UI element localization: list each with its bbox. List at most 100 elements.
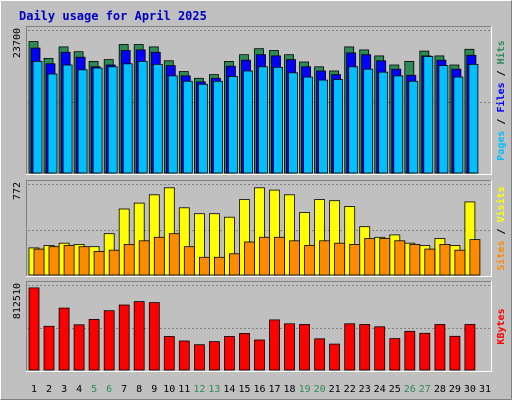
bar-kbytes-day-19 (299, 324, 311, 371)
day-label-19: 19 (299, 384, 311, 395)
bar-pages-day-27 (423, 56, 434, 174)
bar-kbytes-day-22 (344, 323, 356, 371)
day-label-22: 22 (344, 384, 356, 395)
bar-pages-day-3 (62, 64, 73, 174)
day-label-16: 16 (253, 384, 265, 395)
panel-3-ytick-label: 812510 (12, 283, 23, 319)
day-label-24: 24 (374, 384, 386, 395)
panel-3: 812510 KBytes (12, 281, 507, 372)
bar-pages-day-23 (363, 68, 374, 174)
day-label-8: 8 (136, 384, 142, 395)
bar-kbytes-day-20 (314, 338, 326, 371)
day-label-23: 23 (359, 384, 371, 395)
day-label-25: 25 (389, 384, 401, 395)
day-label-1: 1 (31, 384, 37, 395)
bar-sites-day-10 (168, 233, 180, 276)
bar-sites-day-4 (78, 246, 90, 276)
bar-sites-day-23 (364, 238, 376, 276)
bar-pages-day-19 (303, 76, 314, 174)
panel-1: 23700 Pages / Files / Hits (12, 26, 507, 175)
bar-pages-day-16 (258, 66, 268, 174)
legend-part-visits: Visits (495, 186, 507, 222)
bar-pages-day-30 (468, 64, 479, 174)
bar-pages-day-18 (288, 72, 298, 174)
bar-sites-day-25 (394, 240, 406, 276)
day-label-29: 29 (449, 384, 461, 395)
bar-pages-day-14 (227, 76, 238, 174)
bar-pages-day-28 (438, 65, 449, 174)
bar-pages-day-10 (167, 75, 178, 174)
bar-sites-day-7 (123, 243, 135, 276)
day-label-10: 10 (163, 384, 175, 395)
bar-pages-day-12 (197, 83, 208, 174)
bar-sites-day-24 (379, 238, 391, 276)
day-label-4: 4 (76, 384, 82, 395)
bar-sites-day-6 (108, 249, 120, 276)
bar-sites-day-21 (334, 242, 346, 276)
bar-kbytes-day-6 (103, 310, 115, 371)
bar-kbytes-day-25 (389, 338, 401, 371)
chart-panels: 23700 Pages / Files / Hits 772 Sites / Visi… (12, 26, 507, 372)
bar-kbytes-day-15 (239, 332, 250, 371)
bar-pages-day-9 (152, 64, 163, 174)
bar-kbytes-day-14 (223, 336, 235, 371)
day-label-26: 26 (404, 384, 416, 395)
day-label-9: 9 (151, 384, 157, 395)
day-label-11: 11 (178, 384, 190, 395)
legend-part-sites: Sites (495, 241, 507, 271)
bar-pages-day-2 (47, 73, 58, 174)
bar-pages-day-1 (32, 61, 43, 174)
bar-sites-day-13 (213, 256, 225, 276)
bar-kbytes-day-11 (178, 340, 190, 371)
bar-pages-day-25 (393, 75, 404, 174)
bar-kbytes-day-13 (208, 341, 220, 371)
day-label-27: 27 (419, 384, 431, 395)
bar-pages-day-7 (122, 63, 133, 174)
bar-kbytes-day-10 (163, 336, 175, 371)
bar-sites-day-9 (153, 236, 165, 276)
bar-pages-day-5 (92, 67, 103, 174)
day-label-20: 20 (314, 384, 326, 395)
day-label-6: 6 (106, 384, 112, 395)
bar-pages-day-13 (212, 80, 223, 174)
panel-2-ytick-label: 772 (12, 182, 23, 200)
bar-kbytes-day-2 (43, 325, 55, 371)
bar-sites-day-2 (48, 246, 60, 276)
bar-pages-day-26 (408, 80, 419, 174)
bar-pages-day-22 (348, 66, 359, 174)
bar-sites-day-19 (304, 245, 316, 276)
day-label-18: 18 (283, 384, 295, 395)
bar-kbytes-day-1 (28, 287, 40, 371)
bar-kbytes-day-8 (133, 301, 145, 371)
bar-kbytes-day-23 (359, 324, 371, 371)
bar-kbytes-day-17 (269, 319, 280, 371)
bar-sites-day-28 (439, 243, 451, 276)
bar-pages-day-20 (318, 79, 329, 174)
legend-part-files: Files (495, 82, 507, 112)
day-label-21: 21 (329, 384, 341, 395)
bar-kbytes-day-16 (254, 339, 265, 371)
bar-kbytes-day-4 (73, 324, 85, 371)
bar-sites-day-1 (33, 248, 45, 276)
day-label-15: 15 (238, 384, 250, 395)
bar-sites-day-29 (454, 249, 466, 276)
day-label-13: 13 (208, 384, 220, 395)
panel-1-ytick-label: 23700 (12, 28, 23, 58)
bar-sites-day-16 (259, 236, 270, 276)
bar-sites-day-27 (424, 248, 436, 276)
day-label-12: 12 (193, 384, 205, 395)
bar-pages-day-8 (137, 61, 148, 174)
day-label-7: 7 (121, 384, 127, 395)
day-labels: 1 2 3 4 5 6 7 8 9 10 11 12 13 14 15 16 17 18 19 20 21 22 23 24 2… (31, 384, 491, 395)
bar-pages-day-4 (77, 69, 88, 174)
bar-pages-day-6 (107, 66, 118, 174)
bar-sites-day-8 (138, 240, 150, 276)
bar-kbytes-day-27 (419, 332, 431, 371)
bar-kbytes-day-24 (374, 326, 386, 371)
bar-sites-day-5 (93, 250, 105, 276)
bar-kbytes-day-26 (404, 330, 416, 371)
bar-sites-day-26 (409, 243, 421, 276)
day-label-14: 14 (223, 384, 235, 395)
